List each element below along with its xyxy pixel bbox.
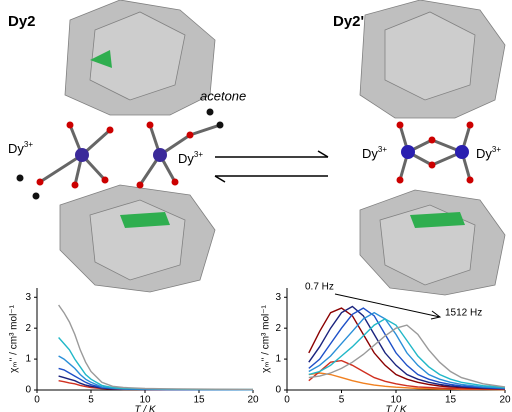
x-tick-label: 20 (499, 395, 511, 406)
ion-charge: 3+ (378, 145, 387, 154)
compound-label: Dy2' (333, 13, 364, 30)
series-line (59, 356, 253, 390)
ion-label: Dy3+ (8, 140, 33, 156)
y-tick-label: 2 (25, 323, 31, 334)
x-tick-label: 15 (445, 395, 457, 406)
y-tick-label: 3 (25, 292, 31, 303)
ion-label: Dy3+ (362, 145, 387, 161)
ion-charge: 3+ (194, 150, 203, 159)
y-axis-label: χₘ'' / cm³ mol⁻¹ (261, 304, 272, 372)
x-axis-label: T / K (134, 405, 156, 412)
y-tick-label: 1 (275, 354, 281, 365)
y-tick-label: 3 (275, 292, 281, 303)
annotation: 1512 Hz (445, 308, 482, 319)
y-axis-label: χₘ'' / cm³ mol⁻¹ (9, 304, 20, 372)
annotation: 0.7 Hz (305, 282, 334, 293)
y-tick-label: 1 (25, 354, 31, 365)
ion-label: Dy3+ (178, 150, 203, 166)
x-tick-label: 15 (193, 395, 205, 406)
compound-label: Dy2 (8, 13, 36, 30)
x-tick-label: 5 (88, 395, 94, 406)
x-tick-label: 5 (339, 395, 345, 406)
equilibrium-arrows (215, 151, 328, 182)
structure-left (17, 0, 224, 292)
x-axis-label: T / K (385, 405, 407, 412)
ion-charge: 3+ (492, 145, 501, 154)
ion-base: Dy (178, 151, 194, 166)
ion-base: Dy (476, 146, 492, 161)
y-tick-label: 2 (275, 323, 281, 334)
x-tick-label: 0 (34, 395, 40, 406)
ion-label: Dy3+ (476, 145, 501, 161)
series-line (59, 338, 253, 390)
solvent-label: acetone (200, 88, 246, 103)
y-tick-label: 0 (25, 385, 31, 396)
y-tick-label: 0 (275, 385, 281, 396)
figure: Dy2 Dy2' acetone Dy3+ Dy3+ Dy3+ Dy3+ 0.7… (0, 0, 512, 412)
ion-charge: 3+ (24, 140, 33, 149)
series-line (309, 325, 505, 387)
x-tick-label: 20 (247, 395, 259, 406)
ion-base: Dy (8, 141, 24, 156)
x-tick-label: 0 (284, 395, 290, 406)
ion-base: Dy (362, 146, 378, 161)
